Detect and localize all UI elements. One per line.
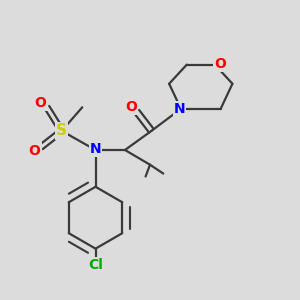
Text: N: N [90, 142, 101, 155]
Text: O: O [34, 96, 46, 110]
Text: S: S [56, 123, 67, 138]
Text: O: O [214, 57, 226, 71]
Text: O: O [125, 100, 137, 114]
Text: N: N [174, 102, 185, 116]
Text: O: O [28, 144, 40, 158]
Text: Cl: Cl [88, 258, 103, 272]
